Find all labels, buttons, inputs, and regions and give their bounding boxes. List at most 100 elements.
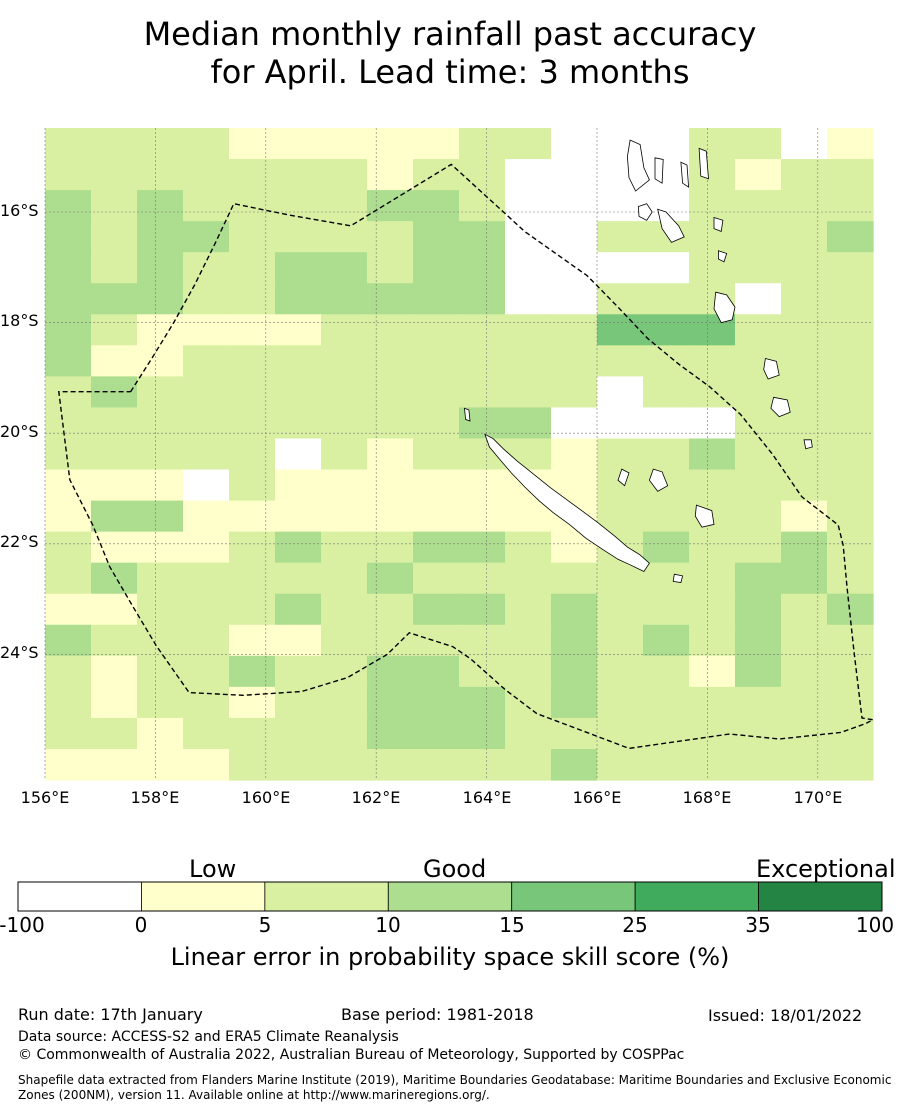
data-source: Data source: ACCESS-S2 and ERA5 Climate … xyxy=(18,1029,399,1045)
skill-cell xyxy=(827,593,874,626)
skill-cell xyxy=(781,190,828,222)
island xyxy=(637,203,653,221)
skill-cell xyxy=(275,221,322,253)
skill-cell xyxy=(367,252,414,284)
skill-cell xyxy=(413,717,460,750)
skill-cell xyxy=(827,376,874,409)
skill-cell xyxy=(413,624,460,657)
skill-cell xyxy=(229,531,276,564)
skill-cell xyxy=(597,221,644,253)
skill-cell xyxy=(597,190,644,222)
skill-cell xyxy=(275,252,322,284)
skill-cell xyxy=(137,345,184,377)
skill-cell xyxy=(137,438,184,471)
skill-cell xyxy=(45,221,92,253)
skill-cell xyxy=(321,748,368,781)
island xyxy=(657,208,685,243)
skill-cell xyxy=(735,438,782,471)
skill-cell xyxy=(275,407,322,440)
skill-cell xyxy=(183,345,230,377)
skill-cell xyxy=(45,159,92,191)
skill-cell xyxy=(459,252,506,284)
skill-cell xyxy=(321,624,368,657)
skill-cell xyxy=(137,500,184,533)
skill-cell xyxy=(229,655,276,688)
skill-cell xyxy=(459,593,506,626)
skill-cell xyxy=(137,376,184,409)
lon-label-164e: 164°E xyxy=(462,788,512,807)
skill-cell xyxy=(643,562,690,595)
skill-cell xyxy=(45,531,92,564)
skill-cell xyxy=(229,686,276,719)
skill-cell xyxy=(91,128,138,160)
skill-cell xyxy=(827,159,874,191)
skill-cell xyxy=(229,345,276,377)
skill-cell xyxy=(45,500,92,533)
skill-cell xyxy=(229,717,276,750)
skill-cell xyxy=(367,407,414,440)
skill-cell xyxy=(45,593,92,626)
skill-cell xyxy=(597,500,644,533)
skill-cell xyxy=(781,655,828,688)
skill-cell xyxy=(735,593,782,626)
skill-cell xyxy=(505,686,552,719)
skill-cell xyxy=(827,314,874,346)
skill-cell xyxy=(505,624,552,657)
skill-cell xyxy=(597,376,644,409)
skill-cell xyxy=(321,190,368,222)
skill-cell xyxy=(735,252,782,284)
skill-cell xyxy=(781,500,828,533)
skill-cell xyxy=(183,252,230,284)
skill-cell xyxy=(597,624,644,657)
skill-cell xyxy=(413,252,460,284)
island xyxy=(698,147,709,180)
skill-cell xyxy=(229,624,276,657)
skill-cell xyxy=(459,531,506,564)
skill-cell xyxy=(735,128,782,160)
skill-cell xyxy=(597,686,644,719)
skill-cell xyxy=(551,593,598,626)
skill-cell xyxy=(137,190,184,222)
skill-cell xyxy=(781,531,828,564)
skill-cell xyxy=(137,128,184,160)
skill-cell xyxy=(597,593,644,626)
skill-cell xyxy=(229,469,276,502)
skill-cell xyxy=(367,717,414,750)
skill-cell xyxy=(413,221,460,253)
skill-cell xyxy=(459,562,506,595)
skill-cell xyxy=(735,221,782,253)
colorbar-tick-5: 5 xyxy=(258,913,272,937)
skill-cell xyxy=(781,717,828,750)
colorbar-tick-10: 10 xyxy=(375,913,401,937)
skill-cell xyxy=(689,686,736,719)
skill-cell xyxy=(183,717,230,750)
issued-date: Issued: 18/01/2022 xyxy=(708,1006,863,1025)
skill-cell xyxy=(551,624,598,657)
skill-cell xyxy=(827,345,874,377)
colorbar-tick-25: 25 xyxy=(622,913,648,937)
category-low: Low xyxy=(189,855,237,883)
skill-cell xyxy=(643,686,690,719)
skill-cell xyxy=(229,128,276,160)
colorbar-frame xyxy=(17,881,883,912)
map-canvas xyxy=(17,128,883,912)
skill-cell xyxy=(413,190,460,222)
skill-cell xyxy=(689,438,736,471)
skill-cell xyxy=(551,190,598,222)
skill-cell xyxy=(183,314,230,346)
island xyxy=(763,358,780,380)
skill-cell xyxy=(551,376,598,409)
skill-cell xyxy=(781,469,828,502)
skill-cell xyxy=(505,128,552,160)
skill-cell xyxy=(91,686,138,719)
skill-cell xyxy=(321,469,368,502)
skill-cell xyxy=(551,686,598,719)
skill-cell xyxy=(229,252,276,284)
skill-cell xyxy=(827,562,874,595)
skill-cell xyxy=(275,655,322,688)
skill-cell xyxy=(597,655,644,688)
skill-cell xyxy=(689,655,736,688)
skill-cell xyxy=(91,562,138,595)
skill-cell xyxy=(321,500,368,533)
skill-cell xyxy=(505,345,552,377)
